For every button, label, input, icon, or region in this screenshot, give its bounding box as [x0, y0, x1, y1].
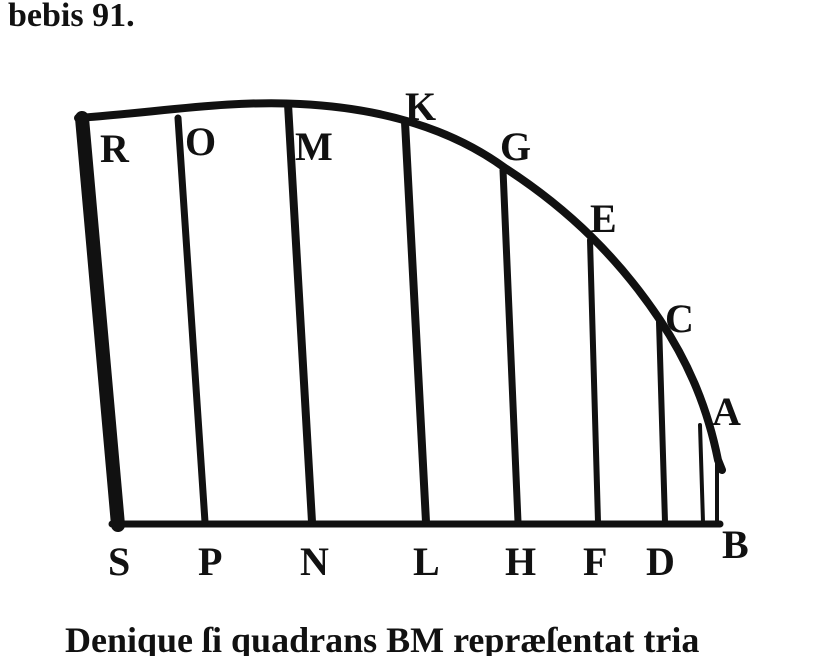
page-header: bebis 91. [8, 0, 135, 34]
point-label: O [185, 119, 216, 164]
ordinate [698, 423, 705, 524]
figure [74, 99, 726, 532]
ordinate [499, 166, 522, 526]
point-label: M [295, 124, 333, 169]
point-label: E [590, 196, 617, 241]
ordinate [587, 237, 601, 525]
point-label: A [712, 389, 741, 434]
ordinate [401, 118, 430, 526]
ordinate [284, 100, 316, 526]
point-label: P [198, 539, 222, 584]
point-label: C [665, 296, 694, 341]
point-label: H [505, 539, 536, 584]
labels: R O M K G E C A B S P N L H F D [100, 84, 749, 584]
point-label: K [405, 84, 436, 129]
point-label: B [722, 522, 749, 567]
ordinate [656, 319, 668, 525]
left-side [75, 111, 125, 532]
point-label: G [500, 124, 531, 169]
point-label: D [646, 539, 675, 584]
point-label: L [413, 539, 440, 584]
point-label: R [100, 126, 130, 171]
caption: Denique ſi quadrans BM repræſentat tria [65, 620, 699, 656]
point-label: N [300, 539, 329, 584]
point-label: S [108, 539, 130, 584]
point-label: F [583, 539, 607, 584]
ordinate [174, 114, 209, 526]
